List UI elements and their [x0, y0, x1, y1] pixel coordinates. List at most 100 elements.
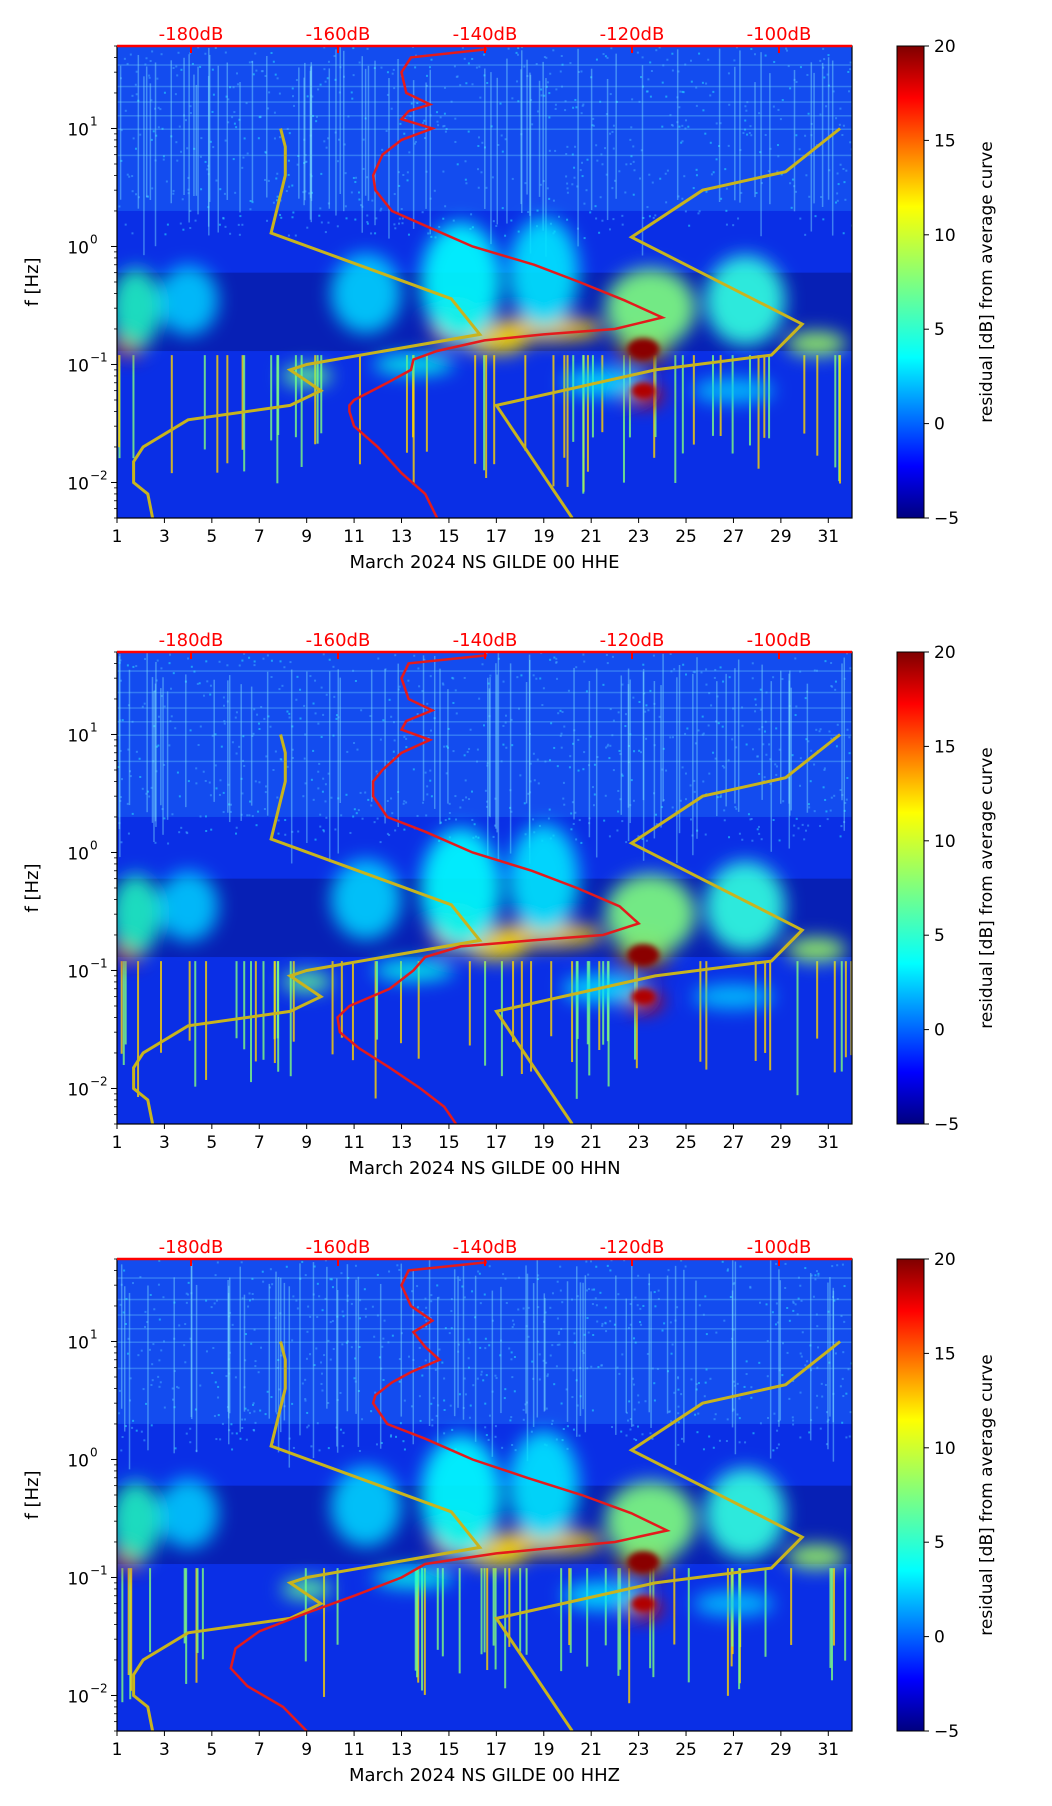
speckle-dot: [741, 706, 744, 709]
streak: [310, 65, 313, 202]
speckle-dot: [468, 1341, 471, 1344]
speckle-dot: [640, 751, 643, 754]
average-psd-line: [336, 653, 642, 1124]
speckle-dot: [157, 715, 160, 718]
speckle-dot: [633, 1383, 636, 1386]
speckle-dot: [224, 225, 227, 228]
speckle-dot: [299, 688, 302, 691]
speckle-dot: [769, 147, 772, 150]
speckle-dot: [576, 227, 579, 230]
speckle-dot: [215, 787, 218, 790]
speckle-dot: [198, 682, 201, 685]
speckle-dot: [576, 1404, 579, 1407]
hotcore: [627, 338, 660, 361]
speckle-dot: [680, 1393, 683, 1396]
speckle-dot: [565, 153, 568, 156]
speckle-dot: [639, 1307, 642, 1310]
speckle-dot: [304, 190, 307, 193]
speckle-dot: [666, 169, 669, 172]
spike: [850, 961, 852, 1056]
speckle-dot: [575, 666, 578, 669]
speckle-dot: [362, 138, 365, 141]
speckle-dot: [532, 818, 535, 821]
speckle-dot: [467, 62, 470, 65]
speckle-dot: [210, 828, 213, 831]
speckle-dot: [468, 1416, 471, 1419]
speckle-dot: [194, 1408, 197, 1411]
streak: [337, 669, 339, 854]
y-tick-label: 10: [67, 120, 89, 140]
y-tick-label: 10: [67, 1080, 89, 1100]
speckle-dot: [649, 1432, 652, 1435]
spike: [436, 1568, 439, 1650]
speckle-dot: [149, 1293, 152, 1296]
speckle-dot: [697, 212, 700, 215]
spike: [569, 1568, 572, 1653]
speckle-dot: [794, 1303, 797, 1306]
speckle-dot: [723, 766, 726, 769]
speckle-dot: [776, 1447, 779, 1450]
speckle-dot: [788, 1319, 791, 1322]
speckle-dot: [344, 172, 347, 175]
speckle-dot: [322, 830, 325, 833]
speckle-dot: [633, 750, 636, 753]
speckle-dot: [291, 748, 294, 751]
speckle-dot: [571, 1298, 574, 1301]
speckle-dot: [618, 749, 621, 752]
speckle-dot: [187, 1293, 190, 1296]
speckle-dot: [515, 51, 518, 54]
speckle-dot: [237, 83, 240, 86]
x-tick-label: 17: [486, 527, 508, 547]
speckle-dot: [723, 809, 726, 812]
streak: [660, 685, 662, 828]
speckle-dot: [636, 51, 639, 54]
speckle-dot: [816, 1366, 819, 1369]
speckle-dot: [426, 793, 429, 796]
speckle-dot: [120, 159, 123, 162]
spike: [320, 355, 323, 434]
speckle-dot: [468, 747, 471, 750]
x-tick-label: 1: [112, 1740, 123, 1760]
speckle-dot: [171, 1398, 174, 1401]
streak: [573, 667, 575, 820]
speckle-dot: [704, 132, 707, 135]
speckle-dot: [334, 78, 337, 81]
speckle-dot: [608, 757, 611, 760]
speckle-dot: [352, 815, 355, 818]
speckle-dot: [366, 222, 369, 225]
speckle-dot: [669, 653, 672, 656]
speckle-dot: [849, 1411, 852, 1414]
speckle-dot: [140, 1349, 143, 1352]
speckle-dot: [582, 1351, 585, 1354]
speckle-dot: [416, 1285, 419, 1288]
speckle-dot: [546, 187, 549, 190]
speckle-dot: [455, 75, 458, 78]
speckle-dot: [195, 1449, 198, 1452]
hotspot: [705, 861, 786, 952]
speckle-dot: [491, 176, 494, 179]
speckle-dot: [387, 1341, 390, 1344]
speckle-dot: [240, 1261, 243, 1264]
speckle-dot: [842, 232, 845, 235]
speckle-dot: [775, 1302, 778, 1305]
speckle-dot: [694, 742, 697, 745]
streak: [642, 668, 645, 861]
hotspot: [420, 828, 501, 948]
speckle-dot: [452, 677, 455, 680]
colorbar-tick-label: −5: [934, 1722, 959, 1742]
speckle-dot: [259, 1409, 262, 1412]
speckle-dot: [671, 52, 674, 55]
top-tick-label: -120dB: [600, 1237, 665, 1258]
streak: [642, 671, 645, 801]
streak: [288, 1286, 291, 1468]
speckle-dot: [390, 715, 393, 718]
speckle-dot: [845, 798, 848, 801]
noise-model-line: [493, 127, 842, 518]
speckle-dot: [652, 654, 655, 657]
streak: [566, 1281, 569, 1422]
speckle-dot: [758, 832, 761, 835]
speckle-dot: [213, 1415, 216, 1418]
y-tick-exponent: 1: [90, 720, 98, 734]
speckle-dot: [764, 720, 767, 723]
